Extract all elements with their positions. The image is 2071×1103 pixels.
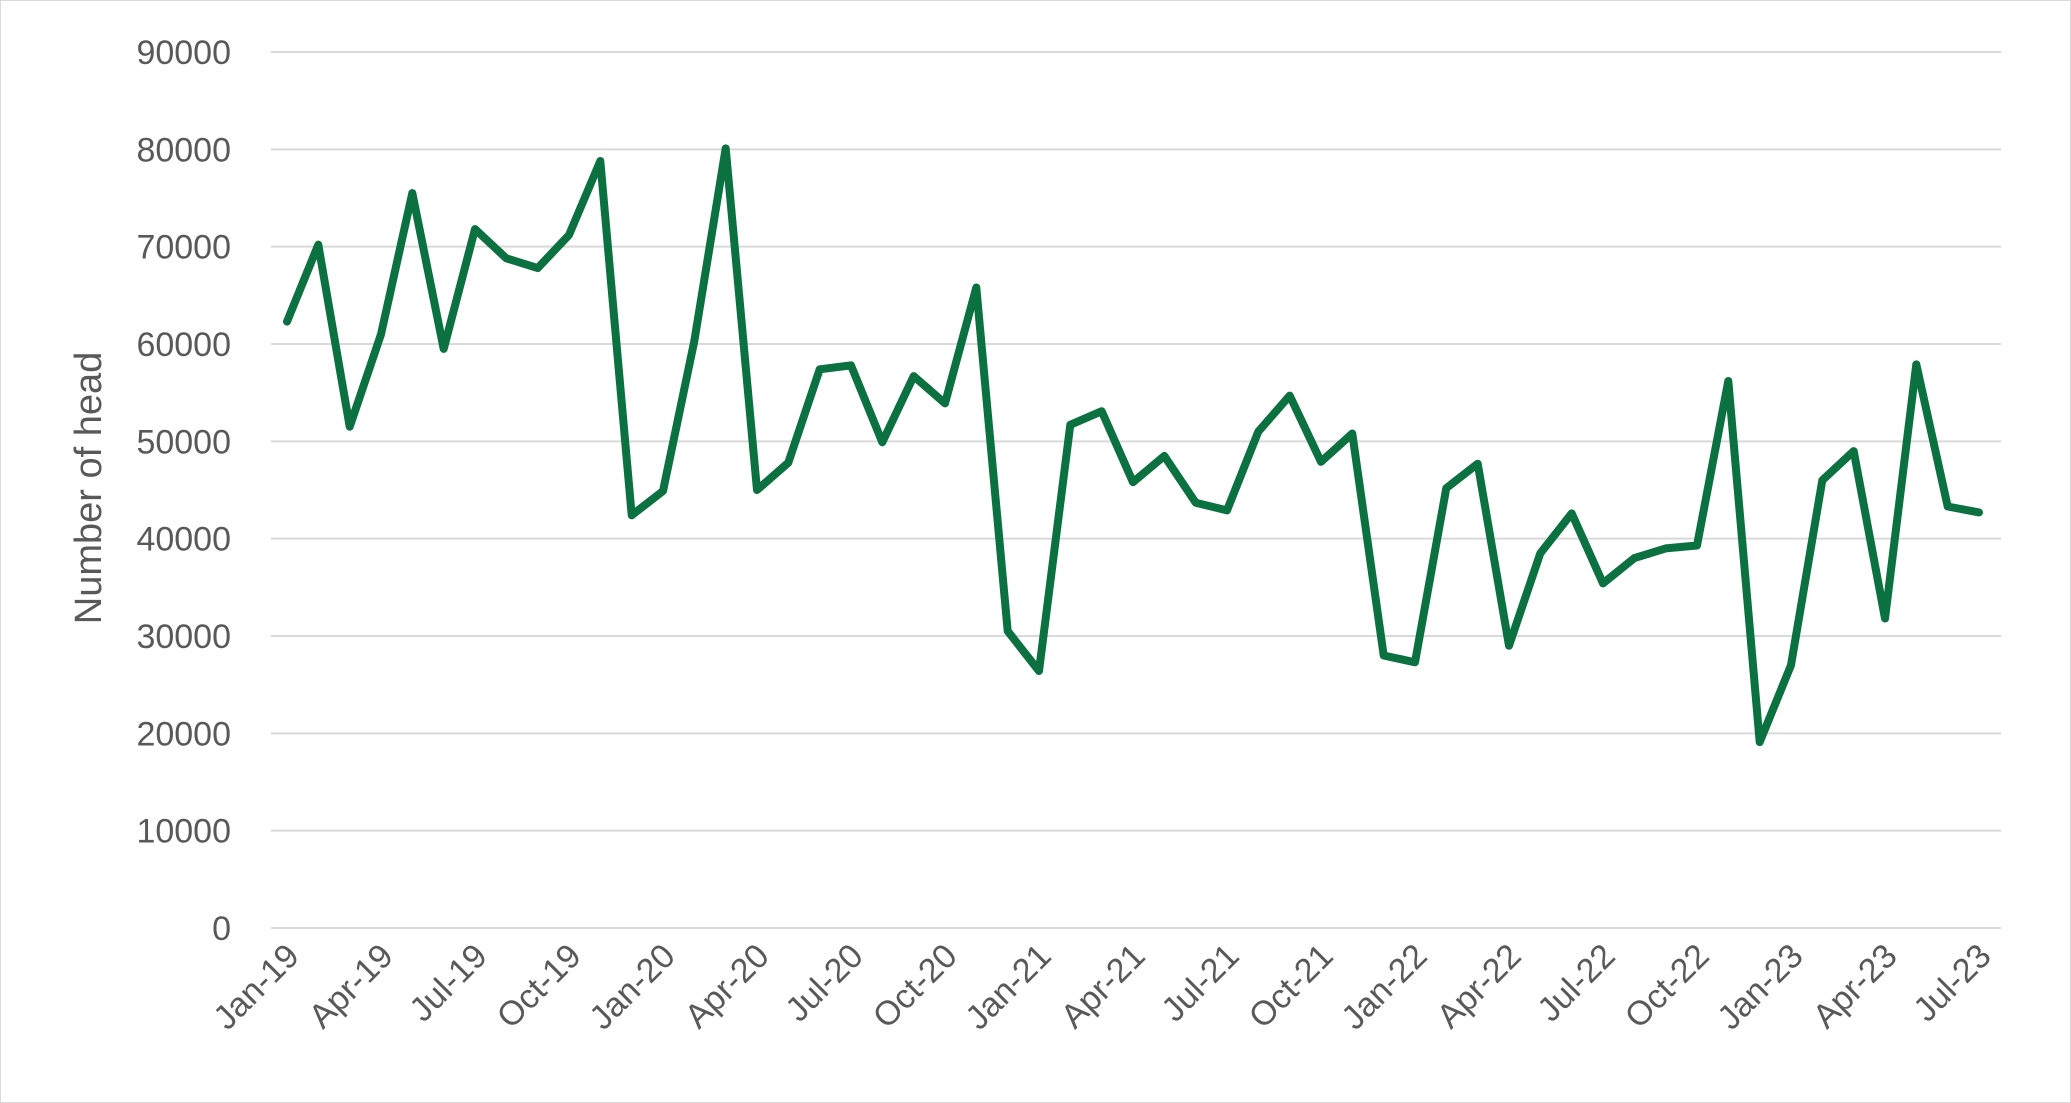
data-point	[1508, 645, 1510, 647]
data-point	[1790, 664, 1792, 666]
y-tick-label: 50000	[136, 423, 231, 461]
gridlines	[271, 51, 2001, 929]
y-tick-label: 10000	[136, 813, 231, 851]
data-point	[631, 514, 633, 516]
data-point	[1007, 630, 1009, 632]
data-point	[1320, 461, 1322, 463]
x-tick-label: Jul-23	[1906, 937, 1998, 1029]
x-tick-label: Oct-20	[866, 937, 965, 1036]
data-points	[286, 147, 1980, 743]
data-point	[1602, 582, 1604, 584]
data-point	[944, 402, 946, 404]
x-tick-label: Jan-20	[582, 937, 682, 1037]
data-point	[1289, 395, 1291, 397]
data-point	[537, 267, 539, 269]
data-point	[1571, 512, 1573, 514]
data-point	[850, 364, 852, 366]
data-point	[286, 321, 288, 323]
y-axis-tick-labels: 0 10000 20000 30000 40000 50000 60000 70000 8000…	[136, 34, 231, 948]
data-point	[411, 192, 413, 194]
data-point	[1477, 463, 1479, 465]
data-point	[599, 160, 601, 162]
data-point	[1633, 557, 1635, 559]
y-tick-label: 30000	[136, 618, 231, 656]
data-point	[1539, 552, 1541, 554]
data-point	[1195, 502, 1197, 504]
data-point	[1759, 741, 1761, 743]
data-point	[756, 489, 758, 491]
data-point	[1038, 670, 1040, 672]
x-tick-label: Jul-22	[1530, 937, 1622, 1029]
x-tick-label: Oct-21	[1242, 937, 1341, 1036]
data-point	[975, 287, 977, 289]
y-tick-label: 80000	[136, 131, 231, 169]
x-tick-label: Jan-19	[206, 937, 306, 1037]
data-point	[1383, 654, 1385, 656]
data-point	[819, 368, 821, 370]
x-tick-label: Oct-19	[490, 937, 589, 1036]
x-tick-label: Apr-22	[1430, 937, 1529, 1036]
y-tick-label: 60000	[136, 326, 231, 364]
y-tick-label: 20000	[136, 715, 231, 753]
x-tick-label: Apr-20	[678, 937, 777, 1036]
data-point	[568, 234, 570, 236]
data-point	[349, 426, 351, 428]
data-point	[913, 375, 915, 377]
data-point	[1226, 509, 1228, 511]
x-tick-label: Apr-19	[302, 937, 401, 1036]
y-tick-label: 0	[212, 910, 231, 948]
data-point	[1257, 431, 1259, 433]
y-axis-title: Number of head	[68, 352, 110, 625]
data-point	[1445, 487, 1447, 489]
data-point	[380, 333, 382, 335]
data-point	[443, 348, 445, 350]
data-point	[1132, 481, 1134, 483]
data-point	[1414, 661, 1416, 663]
data-point	[317, 244, 319, 246]
x-tick-label: Jul-20	[778, 937, 870, 1029]
data-point	[1727, 380, 1729, 382]
data-point	[787, 462, 789, 464]
data-point	[1069, 424, 1071, 426]
data-point	[1853, 450, 1855, 452]
x-tick-label: Oct-22	[1618, 937, 1717, 1036]
data-point	[1821, 479, 1823, 481]
data-point	[474, 228, 476, 230]
data-point	[1915, 363, 1917, 365]
data-point	[1978, 511, 1980, 513]
data-point	[1884, 617, 1886, 619]
data-point	[662, 490, 664, 492]
series-line	[283, 144, 1983, 747]
x-tick-label: Jul-21	[1154, 937, 1246, 1029]
x-tick-label: Jul-19	[402, 937, 494, 1029]
data-point	[1351, 433, 1353, 435]
y-tick-label: 90000	[136, 34, 231, 72]
data-point	[1696, 544, 1698, 546]
x-tick-label: Apr-23	[1806, 937, 1905, 1036]
data-point	[1665, 547, 1667, 549]
data-point	[881, 441, 883, 443]
x-tick-label: Apr-21	[1054, 937, 1153, 1036]
data-point	[1947, 506, 1949, 508]
x-tick-label: Jan-21	[958, 937, 1058, 1037]
data-point	[1101, 410, 1103, 412]
x-tick-label: Jan-22	[1334, 937, 1434, 1037]
y-tick-label: 40000	[136, 521, 231, 559]
y-tick-label: 70000	[136, 229, 231, 267]
x-tick-label: Jan-23	[1710, 937, 1810, 1037]
data-point	[725, 147, 727, 149]
data-point	[693, 340, 695, 342]
data-point	[1163, 455, 1165, 457]
data-point	[505, 257, 507, 259]
